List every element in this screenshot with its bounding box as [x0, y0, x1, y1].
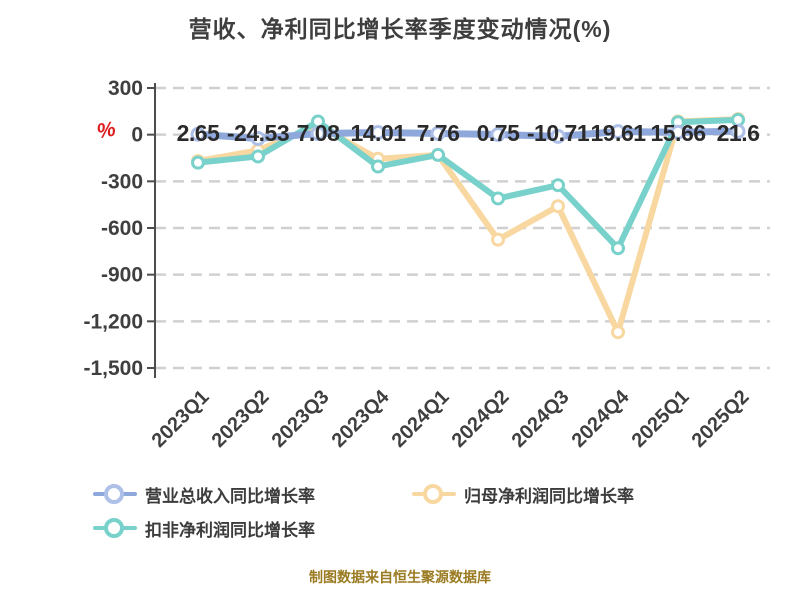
data-point-non_gaap_net_profit_yoy[interactable]: [191, 155, 205, 170]
legend-marker-line: [93, 484, 137, 504]
data-point-revenue_total_yoy[interactable]: [310, 126, 326, 142]
data-point-revenue_total_yoy[interactable]: [250, 130, 266, 146]
value-label: 14.01: [350, 120, 406, 146]
value-label: 21.6: [717, 120, 760, 146]
legend-item-label: 归母净利润同比增长率: [464, 486, 634, 506]
legend-marker-dot-icon: [423, 484, 443, 504]
x-tick-label: 2024Q4: [568, 385, 635, 452]
y-tick-label: 300: [108, 77, 143, 100]
value-label: 19.61: [590, 120, 646, 146]
value-label: 15.66: [650, 120, 705, 146]
data-point-revenue_total_yoy[interactable]: [610, 124, 626, 140]
legend-marker-line: [412, 484, 456, 504]
x-tick-label: 2023Q3: [268, 386, 334, 452]
data-point-non_gaap_net_profit_yoy[interactable]: [551, 178, 565, 193]
data-point-non_gaap_net_profit_yoy[interactable]: [251, 149, 265, 164]
legend-item-label: 营业总收入同比增长率: [145, 486, 315, 506]
legend-item-non-gaap-net-profit-yoy[interactable]: 扣非净利润同比增长率: [93, 517, 315, 540]
data-point-revenue_total_yoy[interactable]: [670, 124, 686, 140]
x-tick-label: 2024Q3: [508, 386, 574, 452]
data-point-revenue_total_yoy[interactable]: [550, 128, 566, 144]
chart-title: 营收、净利同比增长率季度变动情况(%): [188, 16, 612, 42]
data-point-revenue_total_yoy[interactable]: [730, 123, 746, 139]
data-point-revenue_total_yoy[interactable]: [370, 124, 386, 140]
x-tick-label: 2024Q2: [448, 386, 514, 452]
series-line-net_profit_attr_yoy: [195, 116, 741, 336]
y-tick-label: -900: [101, 264, 143, 287]
x-tick-label: 2023Q4: [328, 385, 395, 452]
y-tick-label: -1,200: [83, 310, 143, 333]
x-tick-label: 2023Q1: [148, 386, 214, 452]
value-label: 0.75: [477, 120, 520, 146]
legend-item-label: 扣非净利润同比增长率: [145, 520, 315, 540]
legend-item-revenue-total-yoy[interactable]: 营业总收入同比增长率: [93, 483, 315, 506]
x-tick-label: 2025Q1: [628, 386, 694, 452]
value-label: -24.53: [227, 120, 289, 146]
data-point-non_gaap_net_profit_yoy[interactable]: [611, 241, 625, 256]
data-source-caption: 制图数据来自恒生聚源数据库: [309, 569, 491, 585]
value-label: 2.65: [177, 120, 220, 146]
x-tick-label: 2023Q2: [208, 386, 274, 452]
x-tick-label: 2024Q1: [388, 386, 454, 452]
y-tick-label: -1,500: [83, 357, 143, 380]
data-point-revenue_total_yoy[interactable]: [190, 126, 206, 142]
legend-marker-line: [93, 518, 137, 538]
value-label: -10.71: [527, 120, 590, 146]
legend-item-net-profit-attr-yoy[interactable]: 归母净利润同比增长率: [412, 483, 634, 506]
value-label: 7.08: [297, 120, 340, 146]
legend-marker-dot-icon: [104, 518, 124, 538]
y-tick-label: -300: [101, 170, 143, 193]
data-point-non_gaap_net_profit_yoy[interactable]: [431, 147, 445, 162]
data-point-net_profit_attr_yoy[interactable]: [491, 232, 505, 247]
data-point-non_gaap_net_profit_yoy[interactable]: [371, 159, 385, 174]
series-line-revenue_total_yoy: [194, 127, 742, 142]
y-tick-label: 0: [131, 124, 143, 147]
x-tick-label: 2025Q2: [688, 386, 754, 452]
data-point-net_profit_attr_yoy[interactable]: [611, 325, 625, 340]
data-point-net_profit_attr_yoy[interactable]: [551, 199, 565, 214]
y-tick-label: -600: [101, 217, 143, 240]
data-point-non_gaap_net_profit_yoy[interactable]: [491, 191, 505, 206]
data-point-revenue_total_yoy[interactable]: [490, 127, 506, 143]
legend-marker-dot-icon: [104, 484, 124, 504]
value-label: 7.76: [417, 120, 460, 146]
data-point-revenue_total_yoy[interactable]: [430, 125, 446, 141]
